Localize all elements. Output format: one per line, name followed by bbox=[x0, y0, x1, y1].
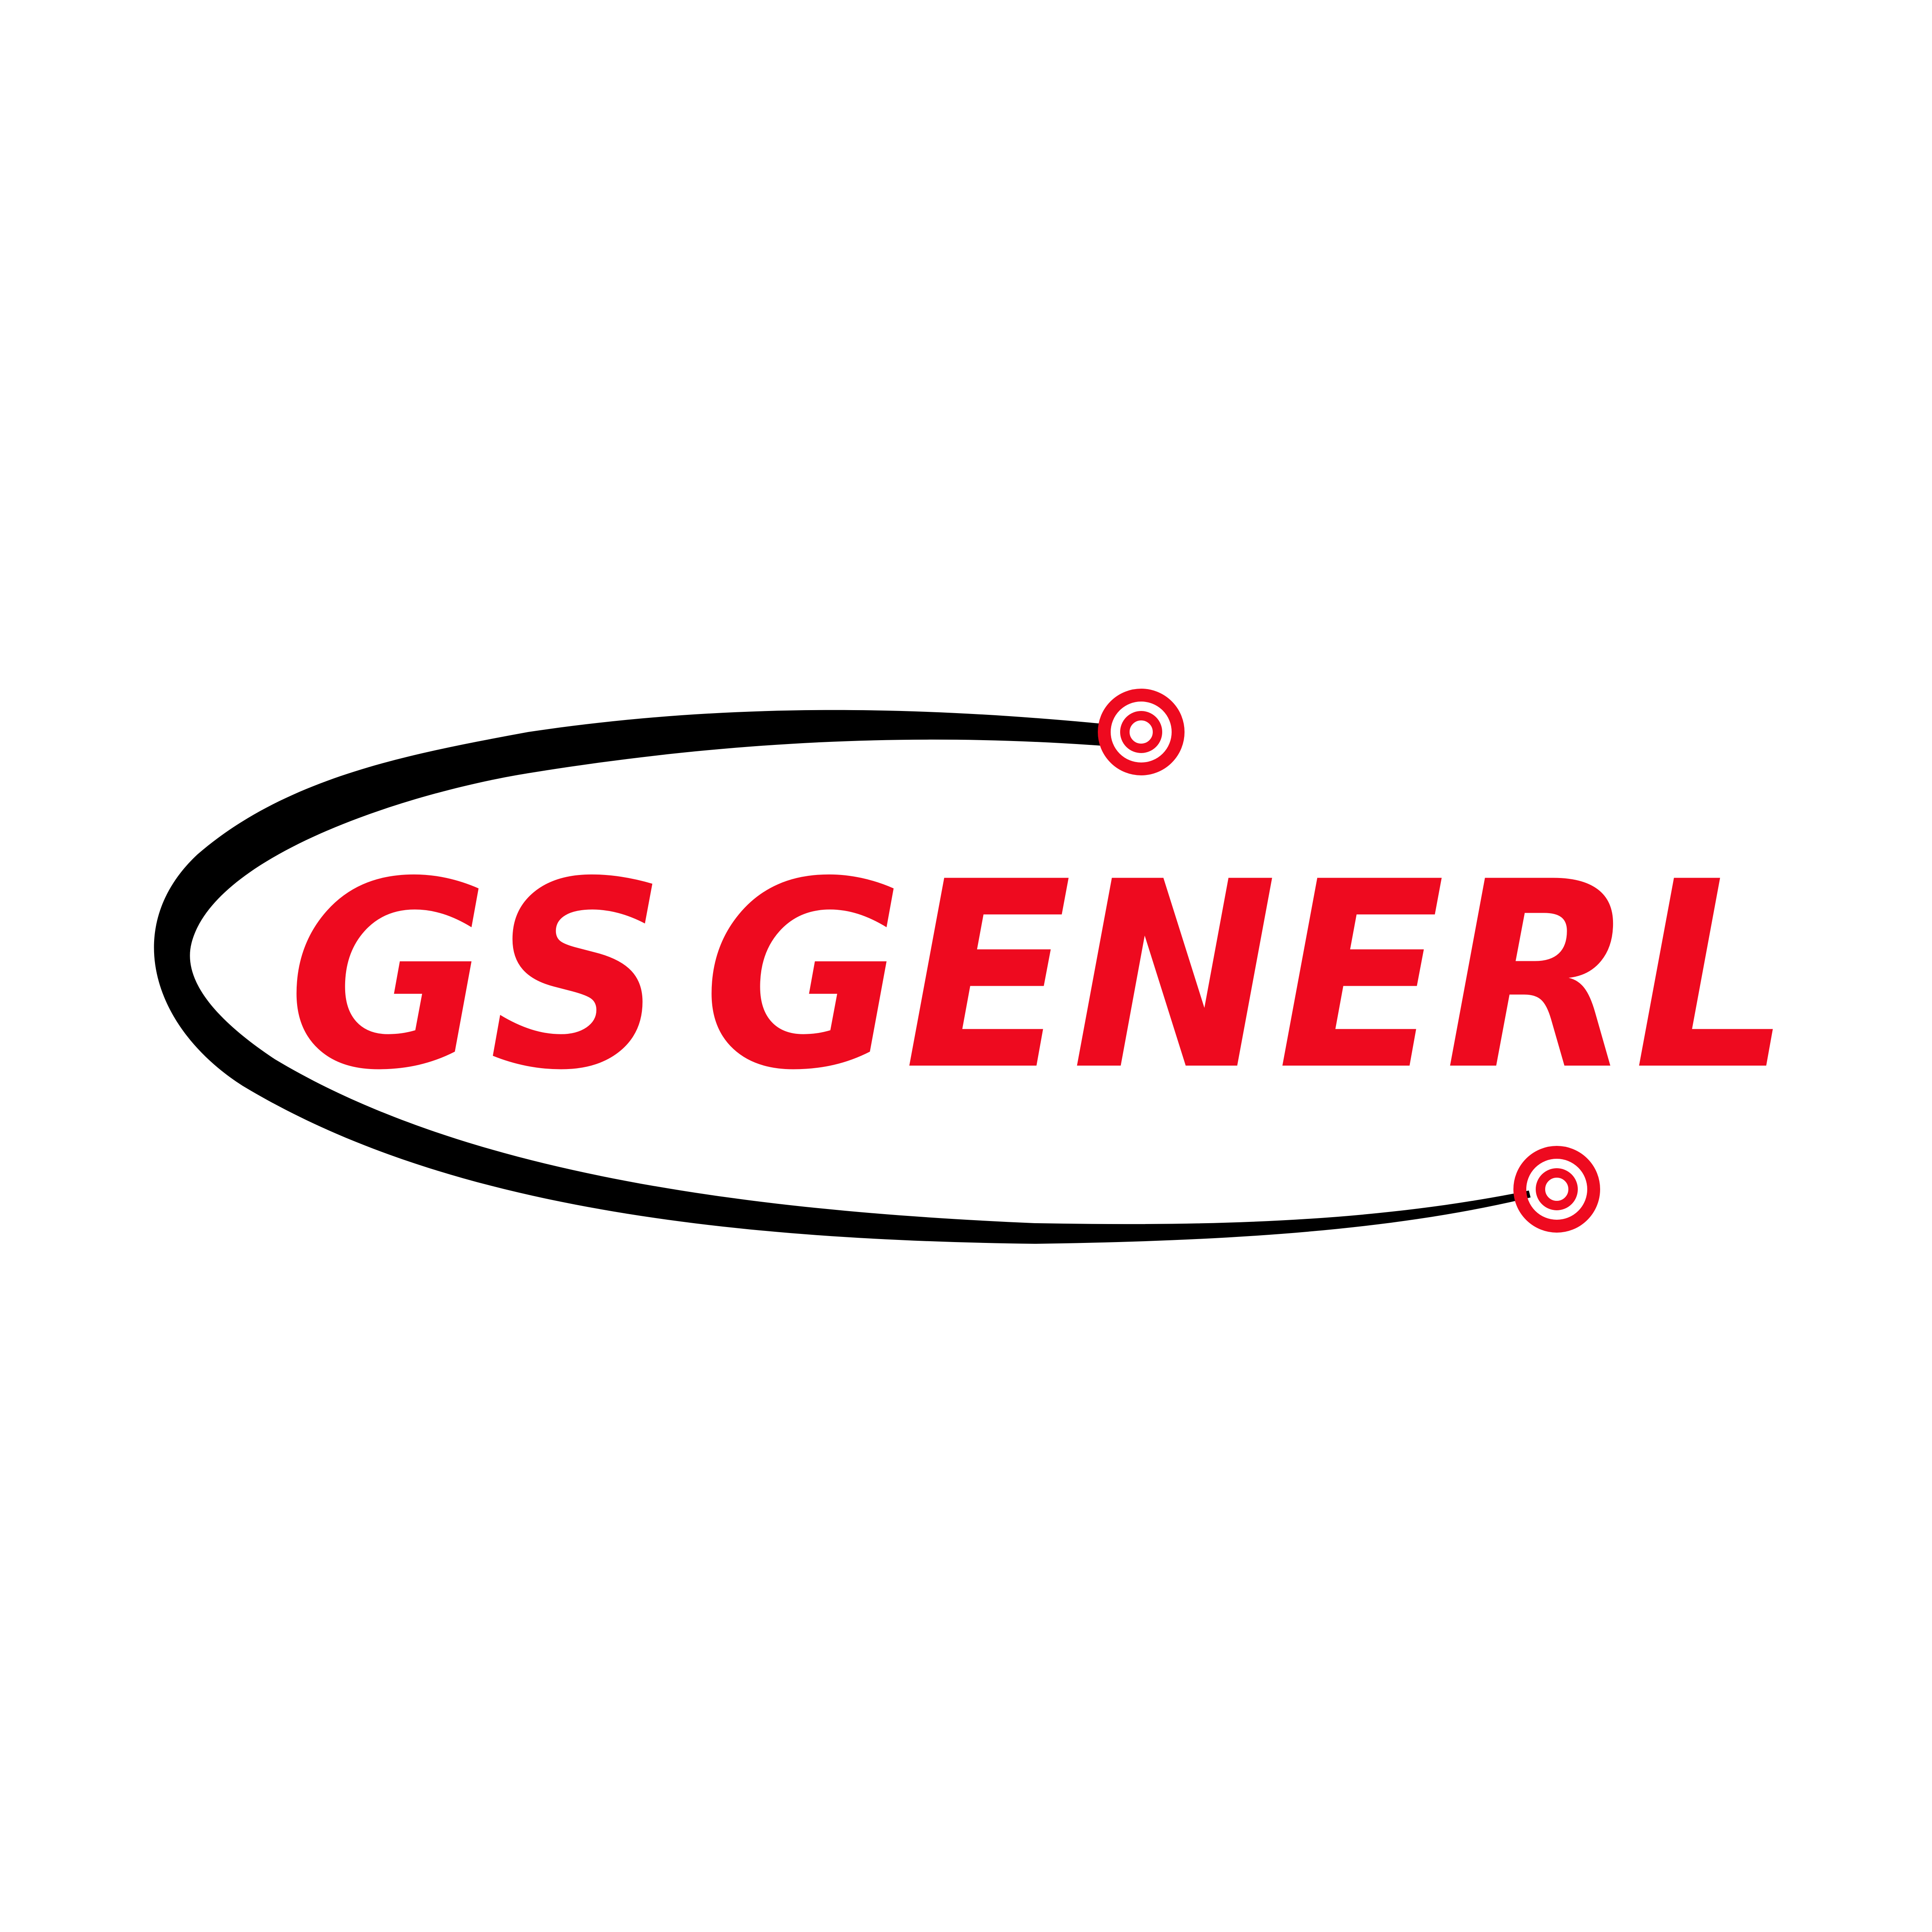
brand-wordmark: GSGENERL bbox=[288, 826, 1790, 1127]
target-ring-icon bbox=[1098, 689, 1185, 775]
brand-prefix: GS bbox=[288, 826, 666, 1127]
target-ring-icon bbox=[1513, 1146, 1600, 1233]
brand-word: GENERL bbox=[703, 826, 1790, 1127]
